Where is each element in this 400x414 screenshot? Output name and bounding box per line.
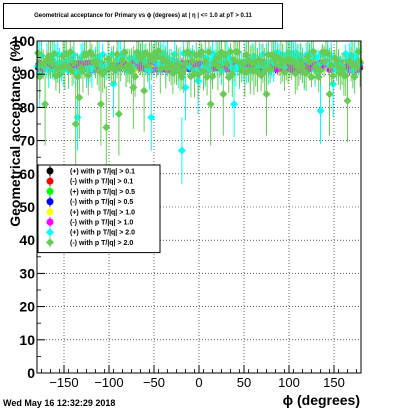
data-point — [131, 72, 140, 81]
data-point — [203, 72, 212, 81]
x-tick-label: 150 — [323, 375, 345, 390]
data-point — [57, 63, 66, 72]
data-point — [329, 71, 338, 80]
data-point — [316, 66, 325, 75]
x-tick-label: −50 — [143, 375, 165, 390]
data-point — [262, 90, 271, 99]
data-point — [102, 123, 111, 132]
legend-label: (-) with p T/|q| > 1.0 — [70, 220, 133, 227]
data-point — [50, 49, 59, 58]
y-tick-label: 70 — [19, 133, 35, 149]
data-point — [96, 100, 105, 109]
legend-label: (-) with p T/|q| > 2.0 — [70, 240, 133, 247]
y-tick-label: 50 — [19, 199, 35, 215]
data-point — [177, 146, 186, 155]
data-point — [113, 50, 122, 59]
data-point — [114, 110, 123, 119]
y-tick-label: 90 — [19, 66, 35, 82]
data-point — [208, 72, 217, 81]
data-point — [181, 83, 190, 92]
data-point — [325, 90, 334, 99]
y-tick-label: 60 — [19, 166, 35, 182]
data-point — [352, 63, 361, 72]
legend-label: (+) with p T/|q| > 1.0 — [70, 209, 135, 216]
data-point — [204, 48, 213, 57]
data-point — [185, 49, 194, 58]
data-point — [206, 100, 215, 109]
data-point — [230, 100, 239, 109]
chart-title: Geometrical acceptance for Primary vs ϕ … — [34, 13, 252, 19]
y-tick-label: 30 — [19, 265, 35, 281]
data-points — [33, 41, 365, 184]
x-tick-label: −100 — [94, 375, 123, 390]
legend: (+) with p T/|q| > 0.1 (-) with p T/|q| >… — [37, 164, 161, 254]
y-tick-label: 0 — [27, 365, 35, 381]
data-point — [251, 58, 260, 67]
data-point — [343, 96, 352, 105]
data-point — [66, 47, 75, 56]
y-tick-label: 100 — [12, 33, 36, 49]
data-point — [73, 113, 82, 122]
data-point — [316, 106, 325, 115]
data-point — [69, 58, 78, 67]
timestamp: Wed May 16 12:32:29 2018 — [3, 398, 116, 408]
data-point — [129, 83, 138, 92]
legend-label: (+) with p T/|q| > 0.5 — [70, 189, 135, 196]
data-point — [314, 72, 323, 81]
x-axis-label: ϕ (degrees) — [283, 392, 360, 408]
legend-label: (+) with p T/|q| > 2.0 — [70, 230, 135, 237]
data-point — [356, 58, 365, 67]
x-tick-label: 100 — [278, 375, 300, 390]
legend-box — [37, 164, 161, 254]
title-box: Geometrical acceptance for Primary vs ϕ … — [3, 3, 283, 29]
data-point — [75, 93, 84, 102]
data-point — [307, 73, 316, 82]
y-tick-label: 80 — [19, 99, 35, 115]
axis-ticks: −150 −100 −50 0 50 100 150 0 10 20 30 40 50 60 70 80 90 1… — [12, 33, 357, 390]
legend-label: (-) with p T/|q| > 0.1 — [70, 179, 133, 186]
data-point — [219, 90, 228, 99]
x-tick-label: −150 — [49, 375, 78, 390]
data-point — [100, 67, 109, 76]
data-point — [122, 63, 131, 72]
y-tick-label: 10 — [19, 332, 35, 348]
data-point — [71, 120, 80, 128]
legend-label: (-) with p T/|q| > 0.5 — [70, 199, 133, 206]
data-point — [147, 113, 156, 122]
data-point — [305, 57, 314, 66]
data-point — [350, 72, 359, 81]
y-tick-label: 40 — [19, 232, 35, 248]
data-point — [41, 100, 50, 109]
x-tick-label: 0 — [195, 375, 202, 390]
data-point — [140, 86, 149, 95]
y-axis-label: Geometrical acceptance (%) — [7, 40, 23, 227]
y-tick-label: 20 — [19, 299, 35, 315]
x-tick-label: 50 — [237, 375, 251, 390]
legend-label: (+) with p T/|q| > 0.1 — [70, 169, 135, 176]
